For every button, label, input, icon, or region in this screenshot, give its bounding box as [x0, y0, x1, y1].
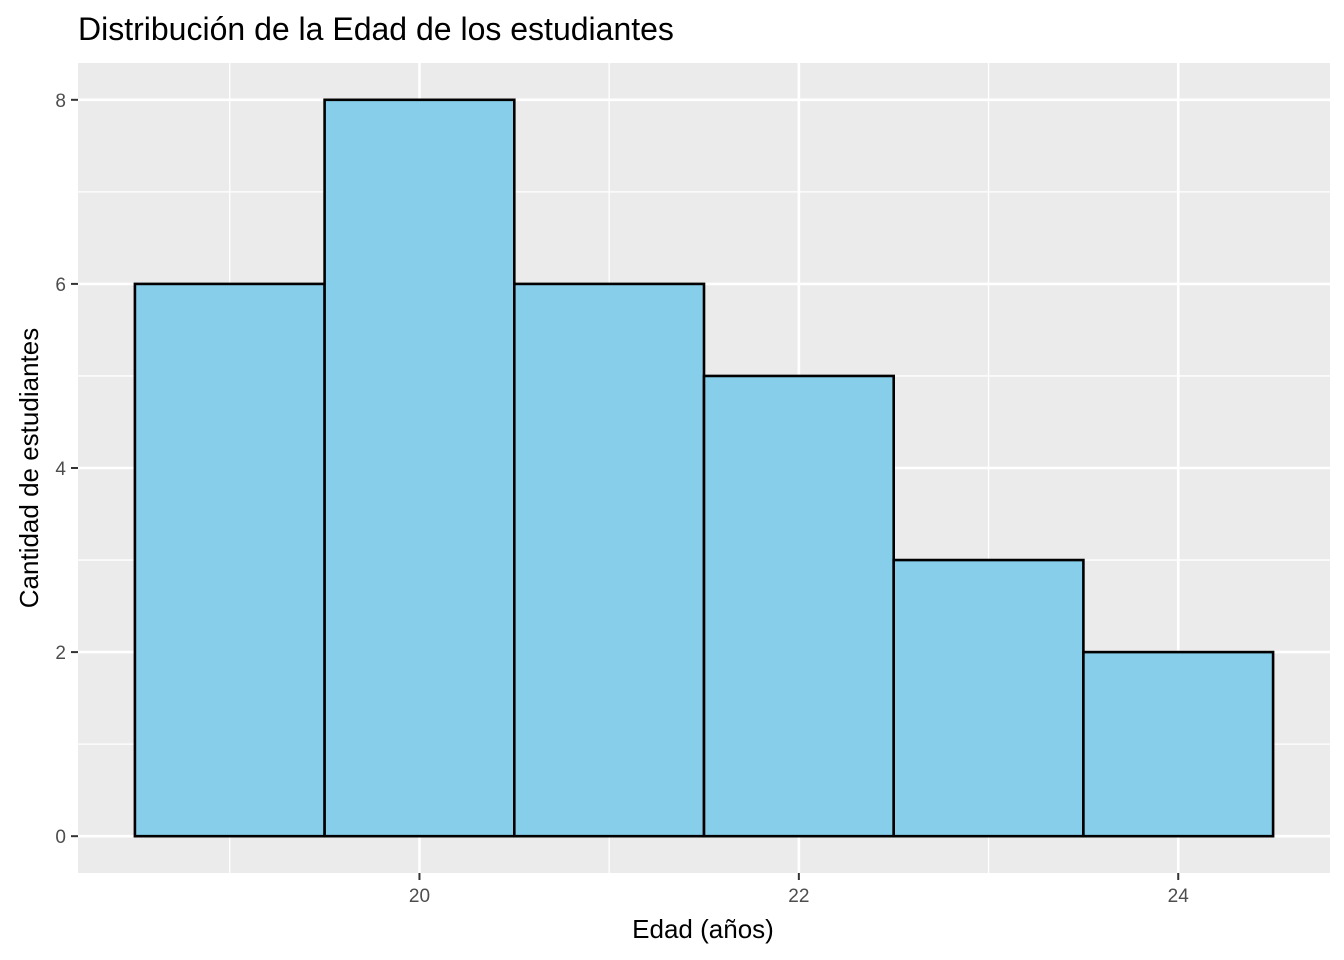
- y-tick-label: 0: [55, 827, 66, 848]
- x-axis-title: Edad (años): [632, 914, 774, 944]
- histogram-bar: [1082, 650, 1275, 838]
- histogram-bar: [513, 282, 706, 838]
- y-tick-label: 6: [55, 275, 66, 296]
- y-tick-label: 8: [55, 91, 66, 112]
- histogram-bar: [323, 98, 516, 838]
- y-axis: 0 2 4 6 8: [55, 91, 78, 848]
- chart-title: Distribución de la Edad de los estudiant…: [78, 11, 674, 47]
- x-tick-label: 20: [409, 886, 430, 907]
- x-axis: 20 22 24: [409, 873, 1189, 907]
- y-tick-label: 4: [55, 459, 66, 480]
- y-tick-label: 2: [55, 643, 66, 664]
- x-tick-label: 22: [788, 886, 809, 907]
- histogram-bar: [702, 374, 895, 838]
- y-axis-title: Cantidad de estudiantes: [14, 328, 44, 608]
- histogram-bar: [133, 282, 326, 838]
- x-tick-label: 24: [1168, 886, 1190, 907]
- histogram-bars: [133, 98, 1275, 838]
- histogram-bar: [892, 558, 1085, 838]
